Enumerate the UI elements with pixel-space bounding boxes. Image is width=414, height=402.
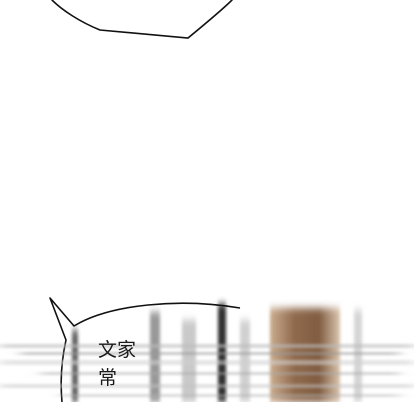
bubble-text-line-2: 常 bbox=[98, 367, 118, 389]
speed-streaks bbox=[0, 344, 414, 397]
speech-bubble-top bbox=[51, 0, 233, 39]
bubble-text-line-1: 文家 bbox=[98, 339, 137, 361]
